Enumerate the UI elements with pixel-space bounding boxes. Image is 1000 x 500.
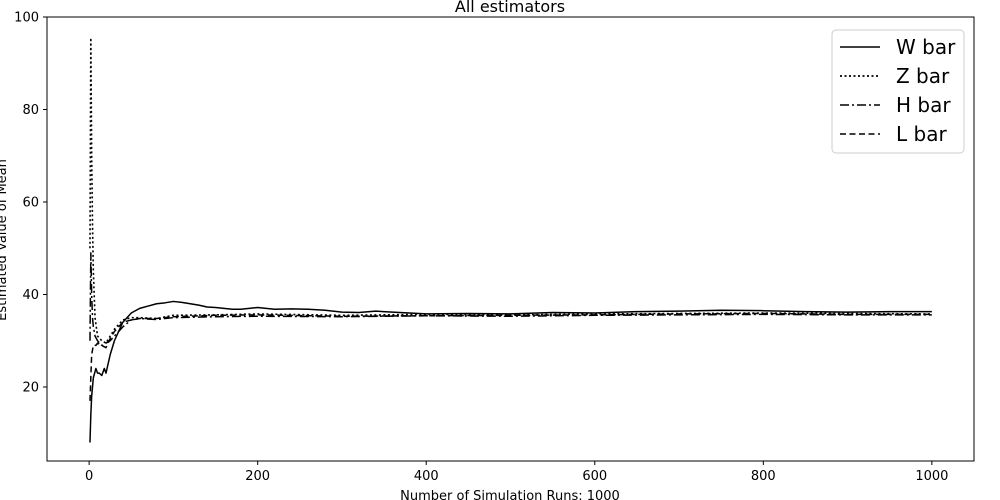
legend-label-w-bar: W bar bbox=[896, 35, 956, 59]
series-line-l-bar bbox=[89, 312, 932, 401]
y-tick-label: 80 bbox=[22, 103, 39, 118]
y-tick-label: 20 bbox=[22, 381, 39, 396]
chart-title: All estimators bbox=[455, 0, 565, 16]
y-tick-label: 100 bbox=[14, 11, 39, 26]
y-axis: 20 40 60 80 100 bbox=[14, 11, 47, 396]
x-axis: 0 200 400 600 800 1000 bbox=[85, 461, 948, 484]
legend-box bbox=[831, 29, 965, 154]
series-line-w-bar bbox=[89, 300, 932, 443]
y-axis-label: Estimated Value of Mean bbox=[0, 159, 10, 321]
legend-label-l-bar: L bar bbox=[896, 122, 947, 146]
y-tick-label: 60 bbox=[22, 196, 39, 211]
x-tick-label: 400 bbox=[414, 469, 439, 484]
legend: W bar Z bar H bar L bar bbox=[831, 29, 965, 154]
series-line-z-bar bbox=[89, 37, 932, 344]
x-tick-label: 0 bbox=[85, 469, 93, 484]
x-tick-label: 800 bbox=[751, 469, 776, 484]
legend-label-h-bar: H bar bbox=[896, 93, 951, 117]
x-tick-label: 1000 bbox=[915, 469, 948, 484]
y-tick-label: 40 bbox=[22, 288, 39, 303]
series-line-h-bar bbox=[89, 252, 932, 347]
x-tick-label: 600 bbox=[582, 469, 607, 484]
x-tick-label: 200 bbox=[245, 469, 270, 484]
plot-area-frame bbox=[46, 16, 975, 462]
legend-label-z-bar: Z bar bbox=[896, 64, 950, 88]
x-axis-label: Number of Simulation Runs: 1000 bbox=[400, 489, 620, 500]
